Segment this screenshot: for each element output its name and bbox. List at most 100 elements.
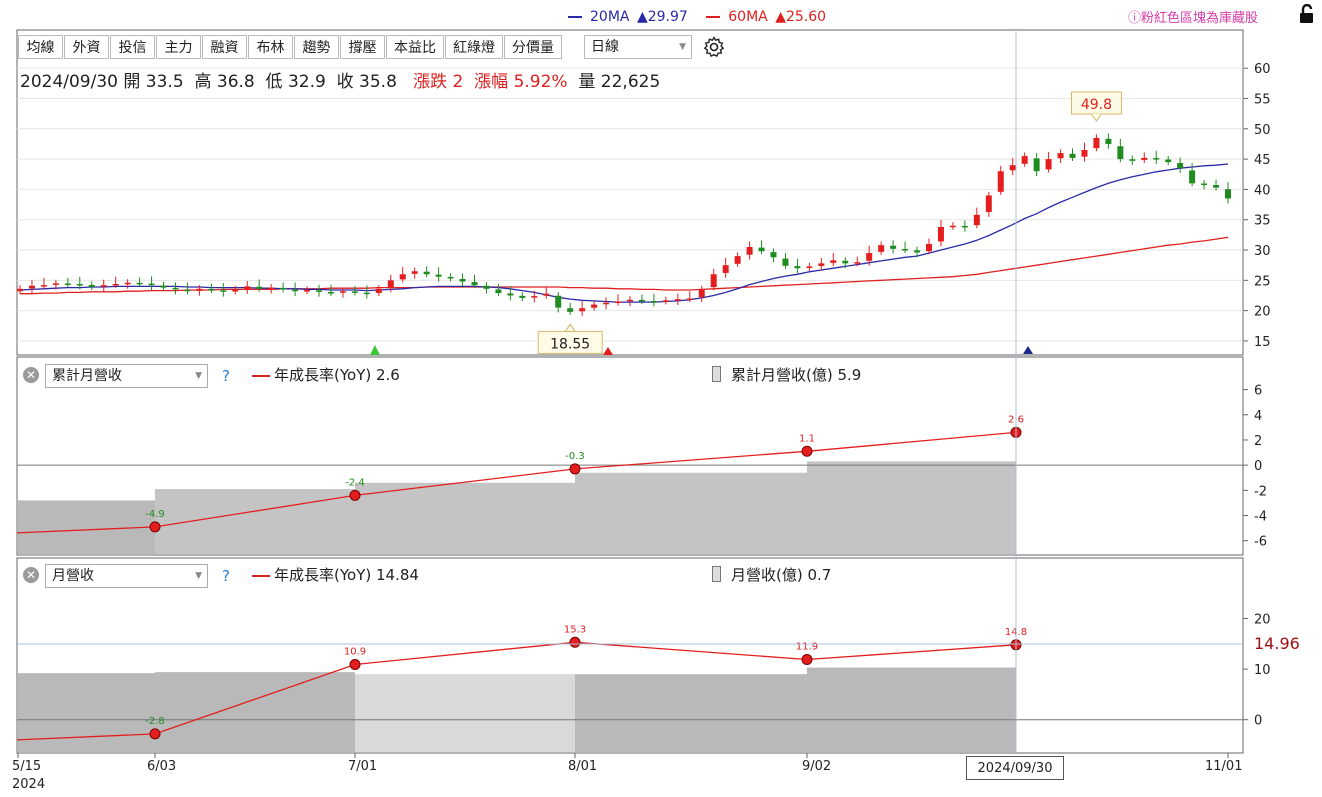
candle-body	[363, 292, 370, 295]
toolbar-button[interactable]: 布林	[248, 35, 293, 59]
bar-swatch	[712, 366, 721, 382]
candle-body	[854, 262, 861, 264]
panel1-frame	[16, 356, 1244, 556]
panel1-yoy-data-label: -0.3	[565, 451, 585, 462]
toolbar-button[interactable]: 撐壓	[340, 35, 385, 59]
chevron-down-icon: ▼	[195, 371, 202, 381]
toolbar-button[interactable]: 主力	[156, 35, 201, 59]
candle-body	[220, 290, 227, 292]
candle-body	[1105, 138, 1112, 144]
candle-body	[76, 284, 83, 286]
ma20-line-swatch	[568, 16, 582, 18]
y-tick-label: 40	[1254, 183, 1271, 198]
candle-body	[124, 282, 131, 285]
toolbar-button[interactable]: 外資	[64, 35, 109, 59]
candle-body	[1177, 163, 1184, 169]
y-tick-label: 4	[1254, 409, 1262, 424]
candle-body	[1129, 159, 1136, 161]
x-tick-label: 5/15	[12, 759, 42, 774]
buy-signal-triangle	[370, 345, 380, 355]
candle-body	[1225, 189, 1231, 199]
panel1-help-icon[interactable]: ?	[222, 367, 230, 385]
candle-body	[890, 245, 897, 249]
candle-body	[567, 308, 574, 312]
quote-date: 2024/09/30	[20, 72, 118, 92]
y-tick-label: 6	[1254, 384, 1262, 399]
candle-body	[746, 246, 753, 255]
candle-body	[100, 285, 107, 287]
panel2-yoy-point	[801, 653, 813, 665]
candle-body	[17, 288, 23, 292]
candle-body	[351, 291, 358, 293]
crosshair-value-label: 14.96	[1254, 634, 1300, 653]
panel2-revenue-bar	[18, 673, 155, 752]
x-tick-label: 9/02	[802, 759, 832, 774]
candle-body	[304, 290, 311, 292]
panel2-select[interactable]: 月營收 ▼	[45, 564, 208, 588]
y-tick-label: 25	[1254, 274, 1271, 289]
treasury-stock-notice[interactable]: ⓘ粉紅色區塊為庫藏股	[1128, 11, 1259, 26]
toolbar-button[interactable]: 融資	[202, 35, 247, 59]
candle-body	[734, 256, 741, 264]
panel2-help-icon[interactable]: ?	[222, 567, 230, 585]
y-tick-label: -4	[1254, 510, 1267, 525]
toolbar-button[interactable]: 投信	[110, 35, 155, 59]
period-select[interactable]: 日線 ▼	[584, 35, 692, 59]
panel2-bar-legend: 月營收(億) 0.7	[712, 564, 831, 585]
panel1-yoy-point	[349, 489, 361, 501]
candle-body	[1213, 185, 1220, 188]
candle-body	[268, 287, 275, 290]
candle-body	[878, 245, 885, 252]
candle-body	[782, 258, 789, 266]
panel1-yoy-point	[149, 521, 161, 533]
candle-body	[256, 286, 263, 289]
gear-icon[interactable]	[702, 35, 726, 59]
high-value: 36.8	[216, 72, 255, 92]
panel1-select[interactable]: 累計月營收 ▼	[45, 364, 208, 388]
chevron-down-icon: ▼	[195, 571, 202, 581]
candle-body	[914, 250, 921, 253]
panel2-yoy-data-label: 11.9	[796, 641, 818, 652]
candle-body	[686, 298, 693, 301]
panel2-yoy-point	[349, 659, 361, 671]
volume-label: 量	[578, 72, 596, 92]
candle-body	[316, 290, 323, 292]
panel2-revenue-bar	[355, 674, 575, 752]
panel2-yoy-data-label: 15.3	[564, 624, 586, 635]
panel1-close-icon[interactable]: ✕	[23, 367, 39, 383]
candle-body	[459, 278, 466, 282]
candle-body	[1081, 150, 1088, 157]
candle-body	[40, 285, 47, 287]
toolbar-button[interactable]: 趨勢	[294, 35, 339, 59]
candle-body	[531, 296, 538, 298]
panel2-yoy-line	[16, 641, 1017, 741]
candle-body	[674, 299, 681, 301]
candle-body	[1201, 183, 1208, 186]
toolbar-button[interactable]: 紅綠燈	[445, 35, 503, 59]
candle-body	[579, 308, 586, 312]
toolbar-button[interactable]: 分價量	[504, 35, 562, 59]
candle-body	[483, 285, 490, 289]
low-value: 32.9	[287, 72, 326, 92]
x-tick-label: 8/01	[568, 759, 598, 774]
panel1-revenue-bar	[18, 500, 155, 554]
candle-body	[615, 301, 622, 304]
candle-body	[818, 263, 825, 266]
candle-body	[662, 300, 669, 302]
close-value: 35.8	[359, 72, 397, 92]
cursor-triangle	[1023, 346, 1033, 354]
panel1-yoy-point	[801, 445, 813, 457]
high-marker-label: 49.8	[1081, 97, 1112, 113]
unlock-icon[interactable]	[1298, 3, 1316, 24]
panel2-close-icon[interactable]: ✕	[23, 567, 39, 583]
ma-legend: 20MA ▲29.97 60MA ▲25.60	[568, 9, 826, 25]
candle-body	[698, 289, 705, 298]
high-marker-pointer	[1091, 113, 1102, 122]
candle-body	[626, 299, 633, 302]
candle-body	[758, 247, 765, 252]
panel1-revenue-bar	[807, 461, 1016, 554]
toolbar-button[interactable]: 均線	[18, 35, 63, 59]
toolbar-button[interactable]: 本益比	[386, 35, 444, 59]
